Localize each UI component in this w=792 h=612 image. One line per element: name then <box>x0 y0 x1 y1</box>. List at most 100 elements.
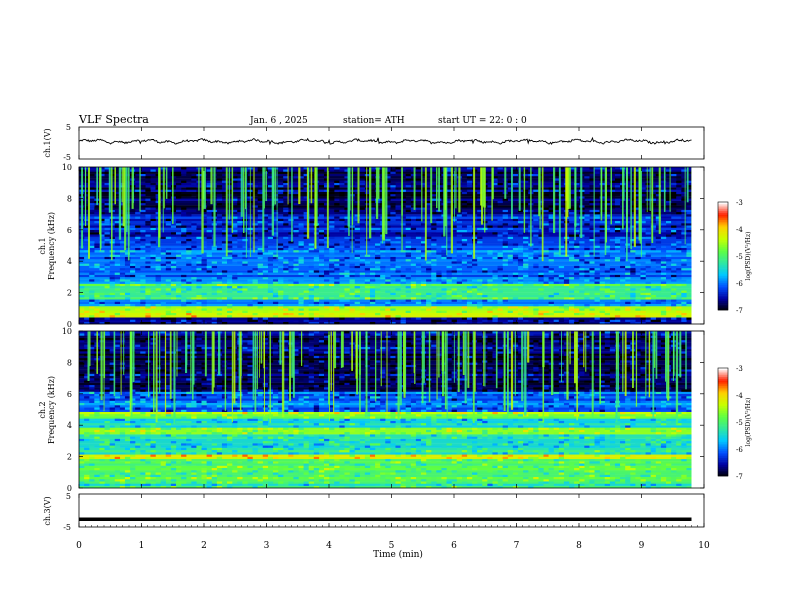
ch2-spectrogram-cell <box>232 470 238 473</box>
ch1-spectrogram-cell <box>405 247 411 251</box>
ch2-spectrogram-cell <box>630 467 636 471</box>
ch1-spectrogram-cell <box>227 308 233 311</box>
ch2-spectrogram-cell <box>681 436 687 439</box>
ch1-spectrogram-cell <box>84 249 90 253</box>
ch1-spectrogram-cell <box>497 252 503 255</box>
ch1-spectrogram-cell <box>517 281 524 284</box>
ch2-spectrogram-cell <box>533 465 539 469</box>
ch1-spectrogram-cell <box>165 191 172 195</box>
ch2-spectrogram-cell <box>482 416 488 419</box>
ch1-spectrogram-cell <box>533 232 539 235</box>
ch1-spectrogram-cell <box>267 200 274 204</box>
ch2-spectrogram-cell <box>660 420 667 424</box>
ch1-spectrogram-cell <box>175 241 182 244</box>
ch1-spectrogram-sferic-streak <box>455 167 457 209</box>
ch1-spectrogram-cell <box>170 256 177 260</box>
ch1-spectrogram-cell <box>650 193 656 197</box>
ch1-spectrogram-cell <box>655 236 662 239</box>
ch1-spectrogram-cell <box>288 249 294 253</box>
ch1-spectrogram-cell <box>99 236 105 239</box>
ch1-spectrogram-cell <box>405 254 411 257</box>
ch1-spectrogram-cell <box>318 274 325 278</box>
ch2-spectrogram-cell <box>124 452 131 455</box>
ch2-spectrogram-cell <box>191 429 197 433</box>
ch1-spectrogram-cell <box>410 276 417 280</box>
ch1-spectrogram-cell <box>517 249 524 253</box>
ch2-spectrogram-cell <box>278 463 284 466</box>
ch1-spectrogram-cell <box>497 171 503 174</box>
ch2-spectrogram-cell <box>676 436 682 439</box>
ch1-spectrogram-cell <box>420 254 427 257</box>
ch2-spectrogram-cell <box>446 427 452 430</box>
ch1-spectrogram-cell <box>175 171 182 174</box>
ch1-spectrogram-cell <box>293 229 299 233</box>
ch1-spectrogram-cell <box>512 216 519 219</box>
ch1-spectrogram-cell <box>569 245 575 248</box>
ch2-spectrogram-cell <box>232 409 238 412</box>
ch1-spectrogram-cell <box>512 243 519 246</box>
ch1-spectrogram-cell <box>420 189 427 192</box>
ch1-spectrogram-cell <box>181 299 187 302</box>
ch2-spectrogram-cell <box>334 481 340 484</box>
ch1-spectrogram-cell <box>109 274 115 278</box>
ch1-spectrogram-cell <box>114 261 121 264</box>
ch1-spectrogram-cell <box>405 306 411 309</box>
ch2-spectrogram-cell <box>227 445 233 448</box>
ch2-spectrogram-cell <box>155 445 161 448</box>
ch1-spectrogram-cell <box>436 292 442 296</box>
ch2-spectrogram-cell <box>553 458 559 462</box>
ch2-spectrogram-cell <box>318 402 325 406</box>
ch1-spectrogram-cell <box>604 294 611 298</box>
ch2-spectrogram-cell <box>298 461 304 464</box>
ch2-spectrogram-cell <box>119 431 126 435</box>
ch2-spectrogram-cell <box>262 422 269 426</box>
ch1-spectrogram-cell <box>145 232 151 235</box>
ch1-spectrogram-cell <box>191 315 197 318</box>
ch1-spectrogram-cell <box>272 270 279 273</box>
ch2-spectrogram-cell <box>344 418 350 421</box>
ch1-spectrogram-cell <box>671 274 677 278</box>
ch1-spectrogram-cell <box>655 290 662 293</box>
ch1-spectrogram-cell <box>446 249 452 253</box>
ch1-spectrogram-cell <box>405 178 411 181</box>
ch1-spectrogram-cell <box>364 167 371 170</box>
ch1-spectrogram-cell <box>135 299 141 302</box>
ch2-spectrogram-cell <box>175 447 182 451</box>
ch2-spectrogram-cell <box>288 481 294 484</box>
ch1-spectrogram-cell <box>354 274 360 278</box>
ch1-spectrogram-cell <box>165 292 172 296</box>
ch2-spectrogram-cell <box>140 458 146 462</box>
ch2-spectrogram-cell <box>635 483 641 486</box>
ch1-spectrogram-cell <box>278 191 284 195</box>
ch1-spectrogram-cell <box>584 214 590 217</box>
ch2-spectrogram-cell <box>359 431 366 435</box>
ch1-spectrogram-cell <box>472 283 478 287</box>
ch2-spectrogram-cell <box>579 422 585 426</box>
ch1-spectrogram-cell <box>145 312 151 316</box>
ch2-spectrogram-cell <box>451 470 457 473</box>
ch1-spectrogram-cell <box>660 312 667 316</box>
ch1-spectrogram-cell <box>655 184 662 188</box>
ch1-spectrogram-cell <box>247 319 253 322</box>
ch1-spectrogram-cell <box>538 272 544 275</box>
ch1-spectrogram-cell <box>579 267 585 271</box>
ch1-spectrogram-cell <box>604 288 611 291</box>
ch1-spectrogram-cell <box>369 200 376 204</box>
ch2-spectrogram-cell <box>645 467 651 471</box>
ch1-spectrogram-cell <box>420 308 427 311</box>
ch1-spectrogram-cell <box>298 196 304 199</box>
ch2-spectrogram-cell <box>288 449 294 453</box>
ch2-spectrogram-cell <box>472 449 478 453</box>
ch1-spectrogram-cell <box>635 299 641 302</box>
ch1-spectrogram-cell <box>441 256 447 260</box>
ch1-spectrogram-cell <box>681 292 687 296</box>
ch1-spectrogram-cell <box>94 216 100 219</box>
ch2-spectrogram-cell <box>94 407 100 410</box>
ch1-spectrogram-cell <box>604 274 611 278</box>
ch2-spectrogram-cell <box>262 456 269 460</box>
ch2-spectrogram-cell <box>329 479 335 482</box>
ch1-spectrogram-cell <box>523 312 529 316</box>
ch1-spectrogram-cell <box>466 216 473 219</box>
ch2-spectrogram-cell <box>528 431 534 435</box>
ch1-spectrogram-cell <box>558 167 565 170</box>
